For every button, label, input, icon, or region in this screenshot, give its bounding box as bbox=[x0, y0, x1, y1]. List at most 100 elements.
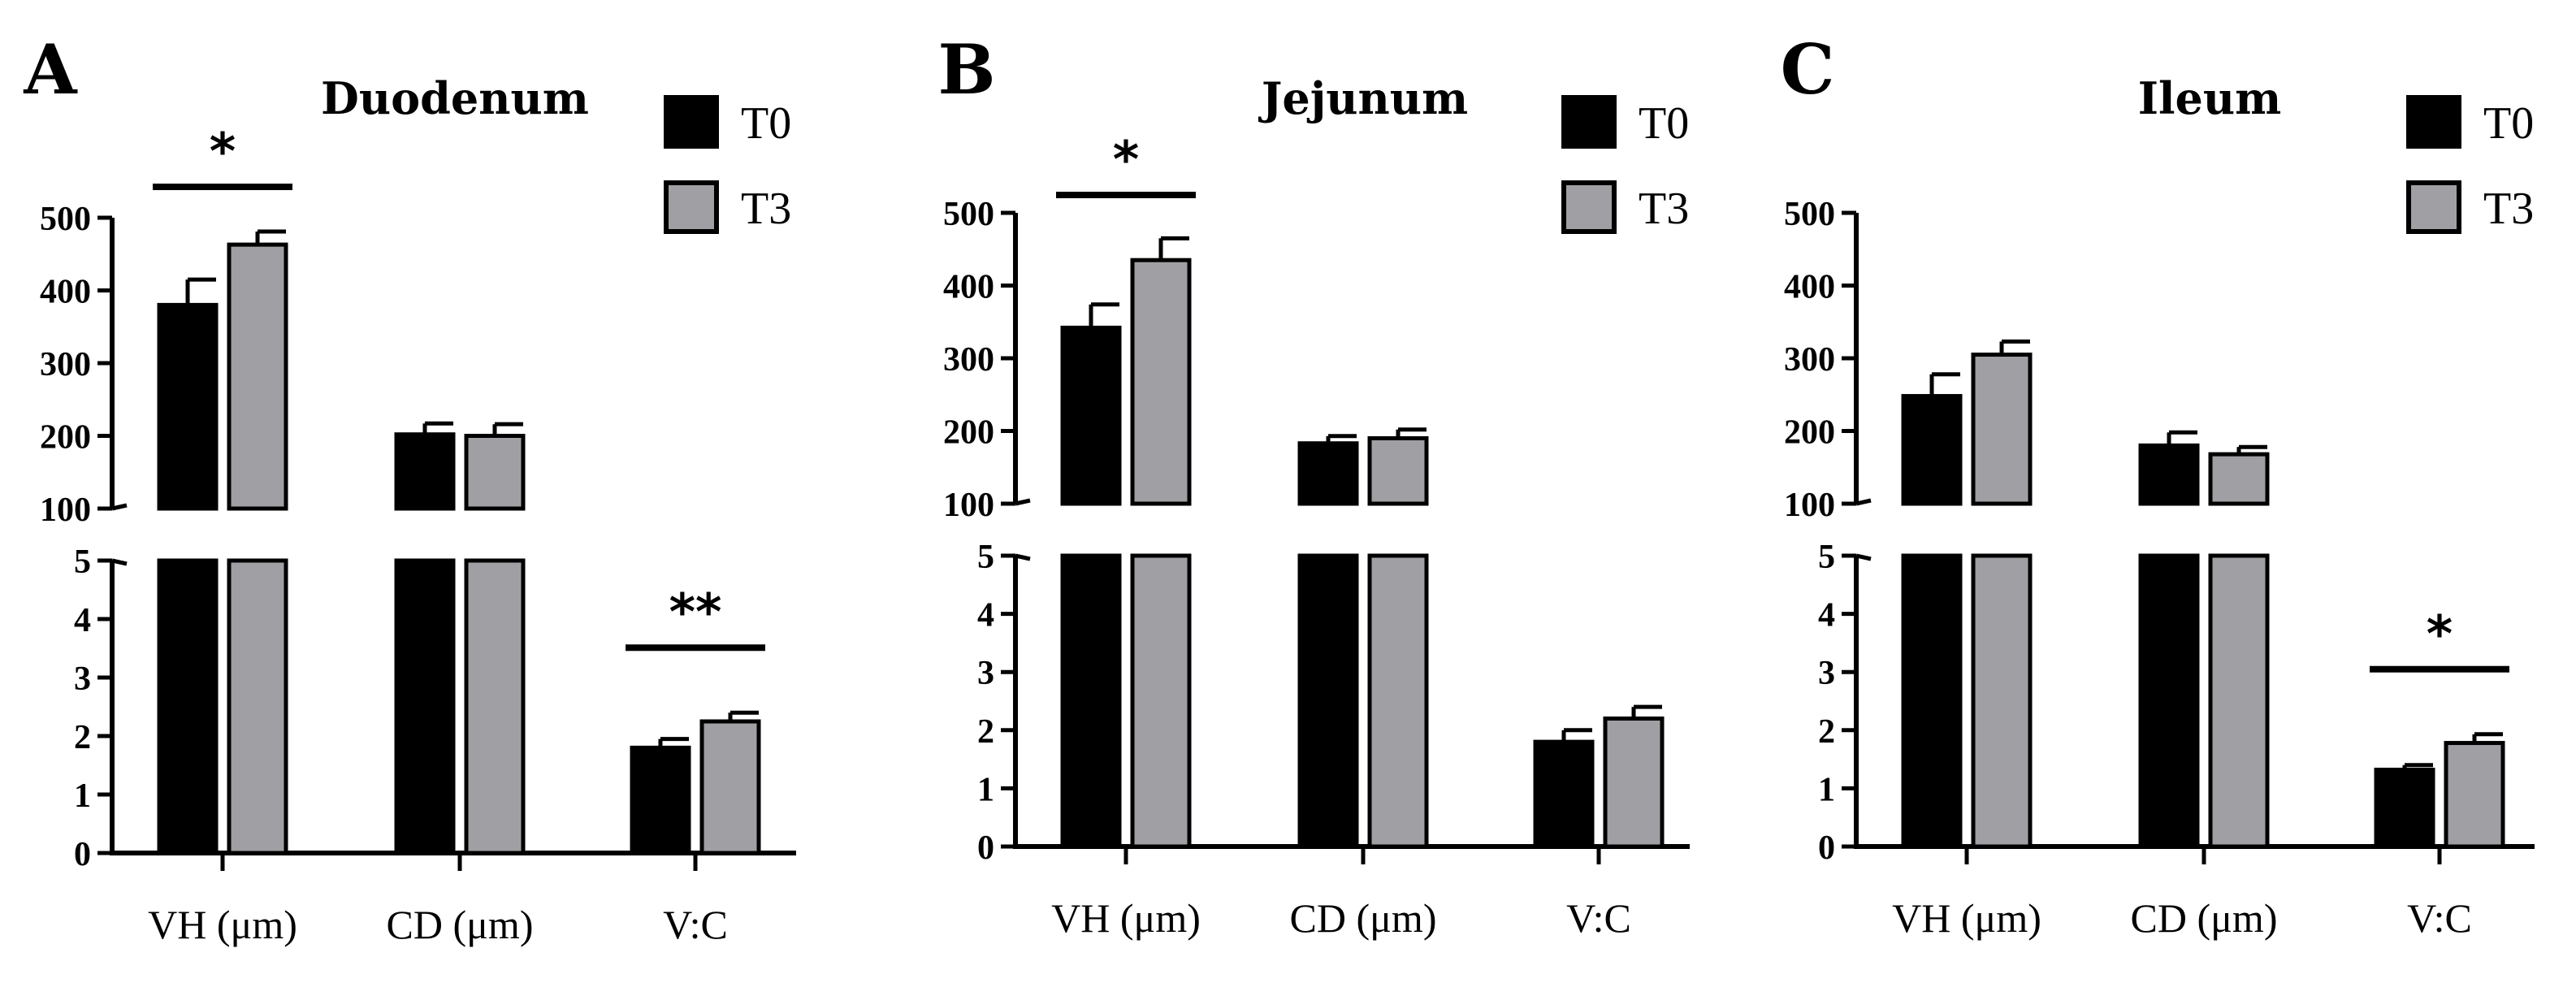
y-tick-label-upper: 100 bbox=[40, 492, 91, 529]
y-tick-label-upper: 300 bbox=[1784, 341, 1835, 379]
y-tick-label-lower: 0 bbox=[74, 836, 91, 873]
bar-t0-1-lower bbox=[394, 558, 456, 855]
x-category-label: V:C bbox=[1566, 895, 1631, 941]
axis-break-mark bbox=[111, 558, 128, 566]
y-tick-label-lower: 3 bbox=[977, 655, 994, 692]
panel-letter: B bbox=[938, 29, 996, 110]
significance-label: * bbox=[1113, 130, 1139, 189]
legend-swatch-t0 bbox=[2406, 95, 2461, 149]
y-tick-label-upper: 500 bbox=[1784, 196, 1835, 233]
axis-break-mark bbox=[1855, 498, 1872, 506]
significance-label: ** bbox=[669, 582, 722, 642]
y-tick-label-upper: 300 bbox=[943, 341, 994, 379]
y-tick-label-lower: 4 bbox=[74, 602, 91, 639]
bar-t0-2 bbox=[630, 745, 691, 855]
bar-t0-2 bbox=[1533, 739, 1595, 849]
y-tick-label-lower: 5 bbox=[1818, 539, 1835, 576]
bar-t3-0-lower bbox=[1971, 553, 2033, 849]
legend-swatch-t3 bbox=[1561, 180, 1617, 234]
bar-t0-1-upper bbox=[2138, 443, 2200, 506]
chart-panel-a: A Duodenum 100 200 300 400 500 0 1 2 3 4 5 VH (μm) CD … bbox=[23, 29, 796, 947]
bar-t0-1-upper bbox=[394, 432, 456, 511]
bar-t3-1-lower bbox=[2208, 553, 2270, 849]
y-tick-label-upper: 100 bbox=[943, 487, 994, 524]
legend-swatch-t3 bbox=[2406, 180, 2461, 234]
legend-label-t3: T3 bbox=[741, 184, 791, 234]
y-tick-label-lower: 1 bbox=[1818, 771, 1835, 808]
y-tick-label-upper: 200 bbox=[943, 414, 994, 452]
chart-panel-b: B Jejunum 100 200 300 400 500 0 1 2 3 4 5 VH (μm) CD (… bbox=[938, 29, 1690, 941]
y-tick-label-upper: 400 bbox=[943, 269, 994, 306]
bar-t0-0-lower bbox=[1060, 553, 1122, 849]
axis-break-mark bbox=[1015, 498, 1031, 506]
bar-t0-0-upper bbox=[157, 302, 219, 511]
x-category-label: V:C bbox=[2407, 895, 2472, 941]
panel-letter: C bbox=[1781, 29, 1835, 110]
bar-t3-0-upper bbox=[227, 242, 288, 511]
bar-t0-1-lower bbox=[1297, 553, 1359, 849]
significance-label: * bbox=[210, 122, 236, 181]
bar-t3-1-upper bbox=[464, 434, 526, 511]
legend-swatch-t0 bbox=[664, 95, 719, 149]
legend-label-t0: T0 bbox=[1639, 98, 1689, 149]
y-tick-label-lower: 2 bbox=[977, 713, 994, 751]
y-tick-label-upper: 500 bbox=[943, 196, 994, 233]
y-tick-label-upper: 100 bbox=[1784, 487, 1835, 524]
y-tick-label-upper: 300 bbox=[40, 346, 91, 383]
chart-panel-c: C Ileum 100 200 300 400 500 0 1 2 3 4 5 VH (μm) CD (μm… bbox=[1781, 29, 2535, 941]
bar-t3-0-lower bbox=[1130, 553, 1192, 849]
bar-t3-1-upper bbox=[2208, 452, 2270, 506]
bar-t0-0-lower bbox=[1901, 553, 1963, 849]
bar-t0-0-upper bbox=[1901, 394, 1963, 506]
y-tick-label-lower: 4 bbox=[977, 597, 994, 634]
x-category-label: CD (μm) bbox=[2131, 895, 2278, 941]
bar-t3-0-upper bbox=[1971, 353, 2033, 506]
x-category-label: V:C bbox=[663, 902, 728, 947]
axis-break-mark bbox=[1015, 553, 1031, 561]
y-tick-label-lower: 4 bbox=[1818, 597, 1835, 634]
y-tick-label-upper: 200 bbox=[40, 419, 91, 457]
axis-break-mark bbox=[111, 503, 128, 511]
y-tick-label-lower: 3 bbox=[74, 660, 91, 698]
bar-t3-0-upper bbox=[1130, 258, 1192, 506]
panel-title: Duodenum bbox=[321, 72, 589, 124]
bar-t3-1-lower bbox=[1367, 553, 1429, 849]
bar-t3-2 bbox=[699, 719, 761, 855]
y-tick-label-lower: 1 bbox=[74, 777, 91, 815]
x-category-label: CD (μm) bbox=[1290, 895, 1437, 941]
legend-label-t0: T0 bbox=[2483, 98, 2534, 149]
y-tick-label-lower: 3 bbox=[1818, 655, 1835, 692]
bar-t3-1-lower bbox=[464, 558, 526, 855]
y-tick-label-lower: 5 bbox=[977, 539, 994, 576]
bar-t0-0-lower bbox=[157, 558, 219, 855]
axis-break-mark bbox=[1855, 553, 1872, 561]
bar-t0-2 bbox=[2374, 767, 2435, 849]
x-category-label: CD (μm) bbox=[387, 902, 534, 947]
bar-t0-1-lower bbox=[2138, 553, 2200, 849]
panel-title: Ileum bbox=[2138, 72, 2282, 124]
legend-label-t0: T0 bbox=[741, 98, 791, 149]
bar-t3-0-lower bbox=[227, 558, 288, 855]
legend-swatch-t0 bbox=[1561, 95, 1617, 149]
y-tick-label-upper: 200 bbox=[1784, 414, 1835, 452]
y-tick-label-lower: 0 bbox=[977, 829, 994, 867]
y-tick-label-lower: 5 bbox=[74, 543, 91, 581]
y-tick-label-lower: 2 bbox=[74, 719, 91, 756]
y-tick-label-upper: 400 bbox=[40, 274, 91, 311]
y-tick-label-lower: 1 bbox=[977, 771, 994, 808]
x-category-label: VH (μm) bbox=[1051, 895, 1201, 941]
panel-letter: A bbox=[23, 29, 78, 110]
y-tick-label-upper: 500 bbox=[40, 201, 91, 238]
y-tick-label-lower: 0 bbox=[1818, 829, 1835, 867]
x-category-label: VH (μm) bbox=[1892, 895, 2041, 941]
bar-t0-0-upper bbox=[1060, 325, 1122, 506]
bar-t0-1-upper bbox=[1297, 441, 1359, 506]
legend-label-t3: T3 bbox=[2483, 184, 2534, 234]
legend-label-t3: T3 bbox=[1639, 184, 1689, 234]
y-tick-label-upper: 400 bbox=[1784, 269, 1835, 306]
bar-t3-1-upper bbox=[1367, 435, 1429, 506]
y-tick-label-lower: 2 bbox=[1818, 713, 1835, 751]
bar-t3-2 bbox=[1603, 716, 1665, 849]
bar-t3-2 bbox=[2444, 741, 2505, 849]
